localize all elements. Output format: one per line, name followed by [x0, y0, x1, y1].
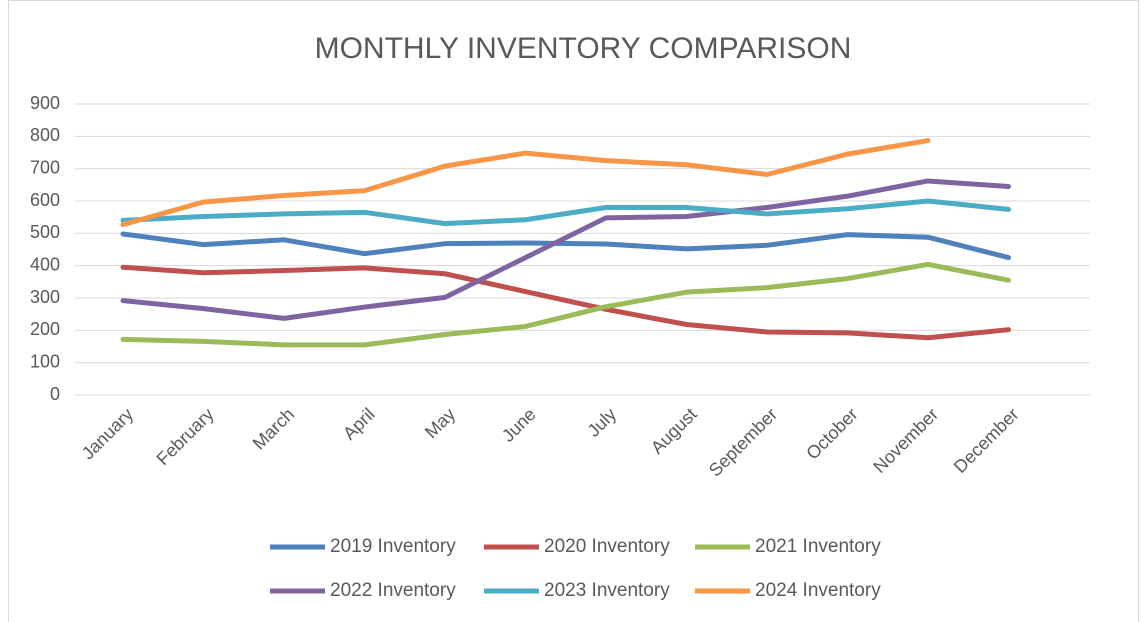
series-line: [120, 138, 931, 228]
legend-label: 2024 Inventory: [755, 580, 881, 601]
legend-label: 2020 Inventory: [544, 536, 670, 557]
series-line: [120, 264, 1011, 341]
chart-title: MONTHLY INVENTORY COMPARISON: [315, 32, 852, 65]
y-tick-label: 400: [30, 254, 60, 274]
series-line: [120, 261, 1011, 348]
series-line: [120, 178, 1011, 321]
y-tick-label: 0: [50, 384, 60, 404]
y-tick-label: 800: [30, 125, 60, 145]
y-tick-label: 100: [30, 351, 60, 371]
y-tick-label: 300: [30, 287, 60, 307]
y-tick-label: 600: [30, 190, 60, 210]
series-line: [120, 231, 1011, 261]
series-line: [120, 198, 1011, 227]
y-tick-label: 700: [30, 157, 60, 177]
chart-frame: [8, 0, 1139, 622]
y-tick-label: 500: [30, 222, 60, 242]
y-tick-label: 200: [30, 319, 60, 339]
y-tick-label: 900: [30, 93, 60, 113]
legend-label: 2022 Inventory: [330, 580, 456, 601]
legend-label: 2019 Inventory: [330, 536, 456, 557]
legend-label: 2021 Inventory: [755, 536, 881, 557]
legend-label: 2023 Inventory: [544, 580, 670, 601]
